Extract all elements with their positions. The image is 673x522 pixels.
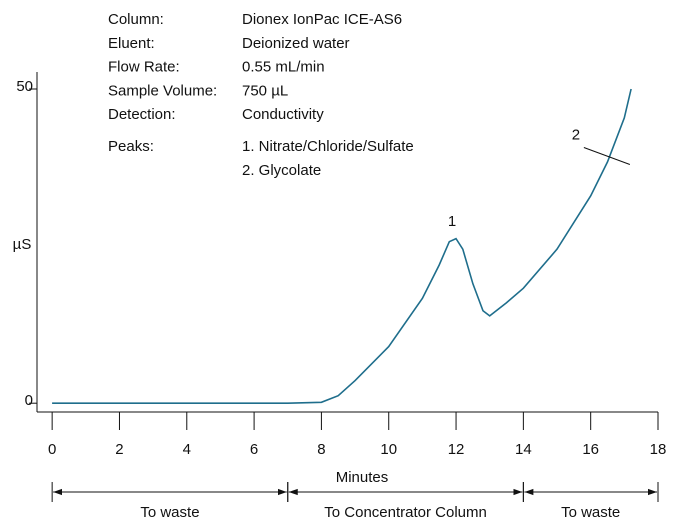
x-tick-label: 10: [380, 441, 397, 458]
info-value: Dionex IonPac ICE-AS6: [242, 11, 402, 28]
info-value: Deionized water: [242, 35, 350, 52]
x-axis-label: Minutes: [336, 469, 389, 486]
peak-label: 1: [448, 213, 456, 230]
x-tick-label: 8: [317, 441, 325, 458]
x-tick-label: 6: [250, 441, 258, 458]
info-label: Detection:: [108, 106, 176, 123]
info-value: 0.55 mL/min: [242, 59, 325, 76]
info-label: Sample Volume:: [108, 82, 217, 99]
x-tick-label: 18: [650, 441, 667, 458]
info-label: Peaks:: [108, 138, 154, 155]
segment-label: To waste: [561, 504, 620, 521]
y-tick-label: 50: [16, 78, 33, 95]
peak-item: 2. Glycolate: [242, 162, 321, 179]
segment-label: To Concentrator Column: [324, 504, 487, 521]
x-tick-label: 16: [582, 441, 599, 458]
x-tick-label: 12: [448, 441, 465, 458]
x-tick-label: 2: [115, 441, 123, 458]
x-tick-label: 14: [515, 441, 532, 458]
y-tick-label: 0: [25, 392, 33, 409]
peak-item: 1. Nitrate/Chloride/Sulfate: [242, 138, 414, 155]
y-axis-label: µS: [13, 236, 32, 253]
peak-label: 2: [572, 126, 580, 143]
x-tick-label: 4: [183, 441, 191, 458]
info-label: Eluent:: [108, 35, 155, 52]
info-label: Flow Rate:: [108, 59, 180, 76]
segment-label: To waste: [140, 504, 199, 521]
info-value: Conductivity: [242, 106, 324, 123]
info-value: 750 µL: [242, 82, 288, 99]
info-label: Column:: [108, 11, 164, 28]
trace: [52, 88, 632, 404]
x-tick-label: 0: [48, 441, 56, 458]
peak-marker: [583, 147, 631, 165]
